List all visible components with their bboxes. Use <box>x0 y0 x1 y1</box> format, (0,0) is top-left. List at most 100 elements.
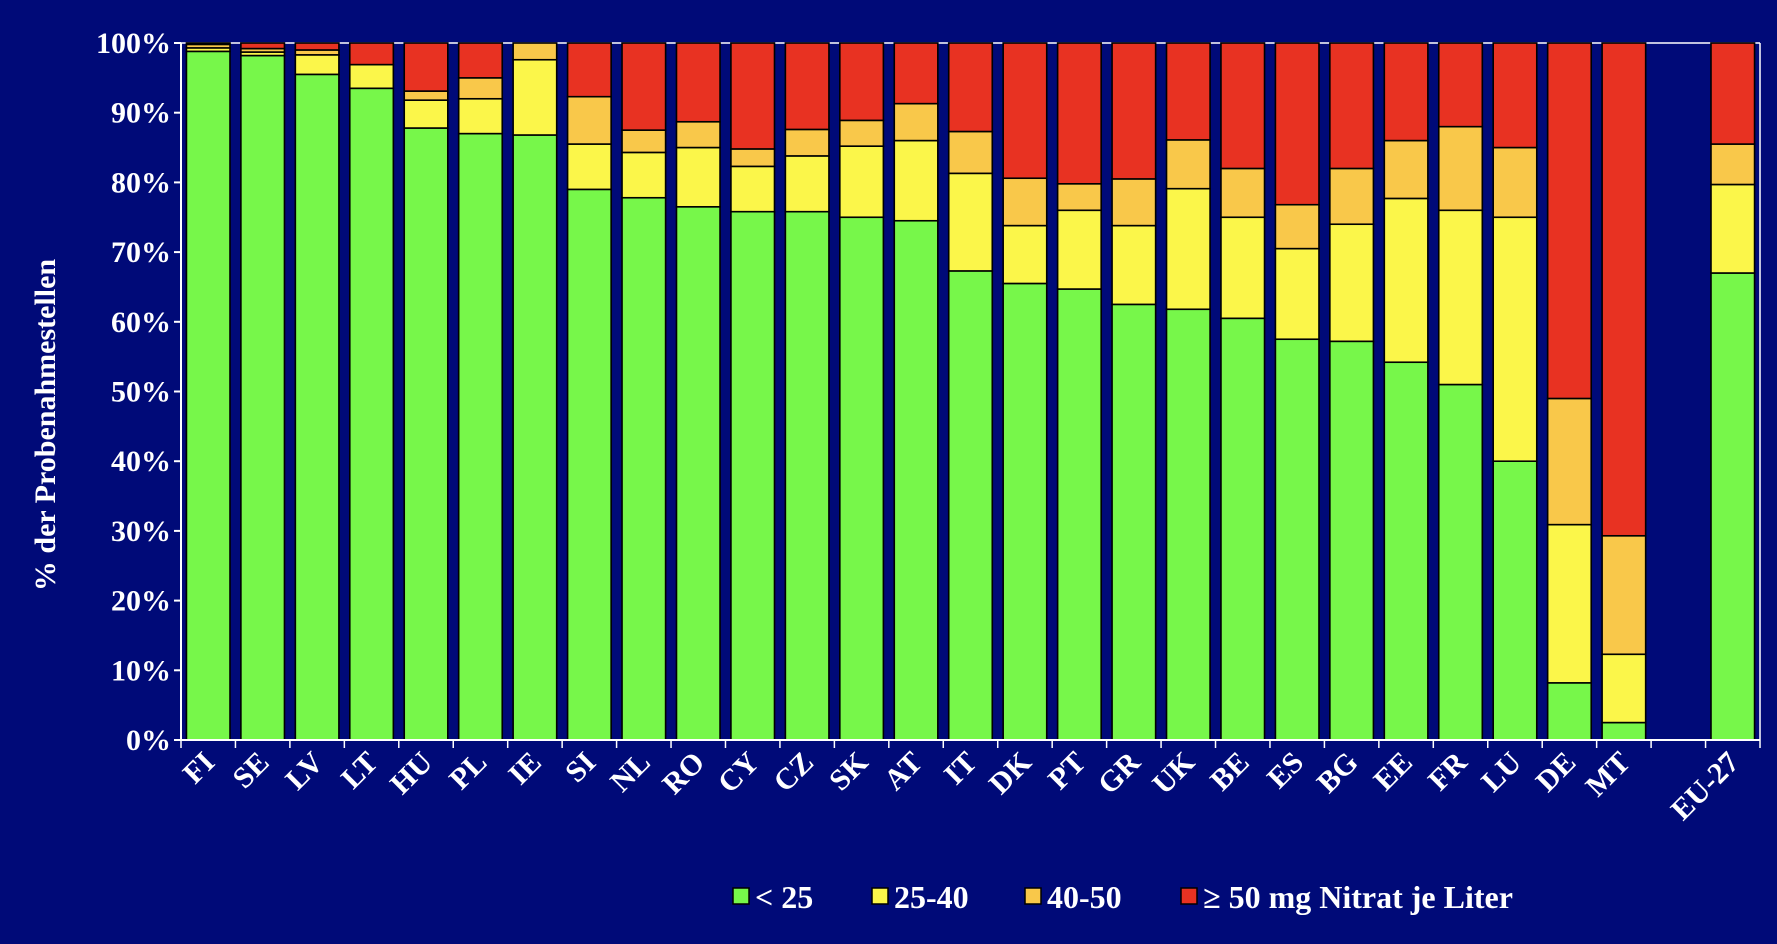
bar-segment-CY-s3 <box>730 42 776 150</box>
bar-segment-LU-s0 <box>1492 460 1538 741</box>
bar-segment-IE-s2 <box>512 42 558 61</box>
bar-segment-DK-s1 <box>1002 224 1048 285</box>
bar-segment-SI-s0 <box>566 188 612 741</box>
legend-label: 40-50 <box>1047 879 1122 915</box>
bar-segment-SI-s2 <box>566 95 612 145</box>
bar-segment-CZ-s2 <box>784 128 830 157</box>
legend-swatch <box>732 887 750 905</box>
bar-segment-MT-s0 <box>1601 721 1647 741</box>
bar-segment-DE-s2 <box>1546 397 1593 526</box>
legend-label: 25-40 <box>894 879 969 915</box>
bar-segment-NL-s0 <box>621 196 667 741</box>
x-category-label: UK <box>1146 745 1202 801</box>
bar-segment-RO-s3 <box>675 42 721 123</box>
x-category-label: RO <box>656 746 711 801</box>
bar-segment-GR-s0 <box>1111 303 1157 741</box>
bar-segment-BE-s0 <box>1220 317 1266 741</box>
bar-segment-SI-s3 <box>566 42 612 98</box>
bar-segment-RO-s2 <box>675 120 721 149</box>
bar-segment-EE-s2 <box>1383 139 1429 200</box>
bar-segment-RO-s0 <box>675 205 721 741</box>
bar-segment-LV-s0 <box>294 73 340 741</box>
y-tick-label: 70% <box>111 236 171 269</box>
bar-segment-SK-s3 <box>839 42 885 122</box>
y-tick-label: 90% <box>111 97 171 130</box>
bar-segment-EU-27-s1 <box>1710 183 1756 274</box>
bar-segment-HU-s2 <box>403 90 449 101</box>
bar-segment-FR-s2 <box>1437 125 1484 212</box>
y-tick-label: 100% <box>96 27 171 60</box>
bar-segment-NL-s1 <box>621 151 667 199</box>
bar-segment-NL-s2 <box>621 129 667 154</box>
bar-segment-PL-s1 <box>457 97 504 135</box>
x-category-label: SE <box>226 746 275 795</box>
bar-segment-MT-s3 <box>1601 42 1647 537</box>
bar-segment-GR-s1 <box>1111 224 1157 306</box>
legend-swatch <box>1024 887 1042 905</box>
bar-segment-IT-s3 <box>947 42 994 133</box>
bar-segment-DE-s1 <box>1546 523 1593 684</box>
bar-segment-CZ-s3 <box>784 42 830 131</box>
bar-segment-LU-s1 <box>1492 216 1538 462</box>
bar-segment-EE-s1 <box>1383 197 1429 364</box>
bar-segment-LV-s1 <box>294 54 340 76</box>
legend-swatch <box>1180 887 1198 905</box>
bar-segment-SE-s0 <box>240 54 286 741</box>
bar-segment-BE-s3 <box>1220 42 1266 170</box>
bar-segment-FR-s1 <box>1437 209 1484 386</box>
bar-segment-LU-s2 <box>1492 146 1538 219</box>
bar-segment-PL-s0 <box>457 132 504 741</box>
x-category-label: BG <box>1311 746 1365 800</box>
bar-segment-CY-s1 <box>730 165 776 213</box>
bar-segment-SK-s1 <box>839 145 885 219</box>
bar-segment-GR-s3 <box>1111 42 1157 180</box>
x-category-label: IT <box>938 746 984 792</box>
bar-segment-ES-s1 <box>1274 247 1320 341</box>
bar-segment-ES-s0 <box>1274 338 1320 741</box>
bar-segment-FI-s0 <box>185 50 231 741</box>
x-category-label: AT <box>878 746 929 797</box>
bar-segment-ES-s2 <box>1274 203 1320 250</box>
bar-segment-EU-27-s2 <box>1710 143 1756 186</box>
bar-segment-HU-s0 <box>403 127 449 741</box>
x-category-label: CZ <box>767 746 820 799</box>
x-axis: FI SE LV LT HU PL IE SI NL RO CY CZ SK AT IT DK PT GR UK BE… <box>177 739 1761 827</box>
x-category-label: PT <box>1042 746 1092 796</box>
bar-segment-DK-s2 <box>1002 177 1048 227</box>
bar-segment-HU-s1 <box>403 99 449 129</box>
bar-segment-RO-s1 <box>675 146 721 208</box>
x-category-label: GR <box>1092 745 1147 800</box>
y-axis-title: % der Probenahmestellen <box>29 259 62 592</box>
bar-segment-BG-s1 <box>1329 223 1375 343</box>
bar-segment-FR-s0 <box>1437 383 1484 741</box>
bar-segment-IE-s0 <box>512 134 558 741</box>
bar-segment-EE-s3 <box>1383 42 1429 142</box>
x-category-label: ES <box>1261 746 1310 795</box>
bar-segment-CY-s2 <box>730 148 776 168</box>
bar-segment-ES-s3 <box>1274 42 1320 206</box>
bar-segment-SK-s2 <box>839 119 885 147</box>
y-tick-label: 30% <box>111 515 171 548</box>
legend: < 25 25-40 40-50 ≥ 50 mg Nitrat je Liter <box>732 879 1513 915</box>
bar-segment-PT-s0 <box>1056 288 1102 741</box>
bar-segment-UK-s3 <box>1165 42 1211 141</box>
bar-segment-DE-s0 <box>1546 682 1593 741</box>
bar-segment-AT-s0 <box>893 219 939 741</box>
y-tick-label: 20% <box>111 585 171 618</box>
y-tick-label: 80% <box>111 166 171 199</box>
x-category-label: HU <box>384 746 439 801</box>
bar-segment-PT-s2 <box>1056 182 1102 212</box>
bar-segment-MT-s1 <box>1601 653 1647 724</box>
x-category-label: MT <box>1579 746 1637 804</box>
x-category-label: FR <box>1422 745 1474 797</box>
bar-segment-AT-s1 <box>893 139 939 222</box>
x-category-label: FI <box>177 746 222 791</box>
y-tick-label: 0% <box>126 724 171 757</box>
bar-segment-PL-s2 <box>457 77 504 100</box>
bar-segment-UK-s1 <box>1165 187 1211 311</box>
bar-segment-AT-s2 <box>893 102 939 142</box>
y-tick-label: 40% <box>111 445 171 478</box>
bar-segment-UK-s2 <box>1165 139 1211 190</box>
x-category-label: LU <box>1475 746 1528 799</box>
